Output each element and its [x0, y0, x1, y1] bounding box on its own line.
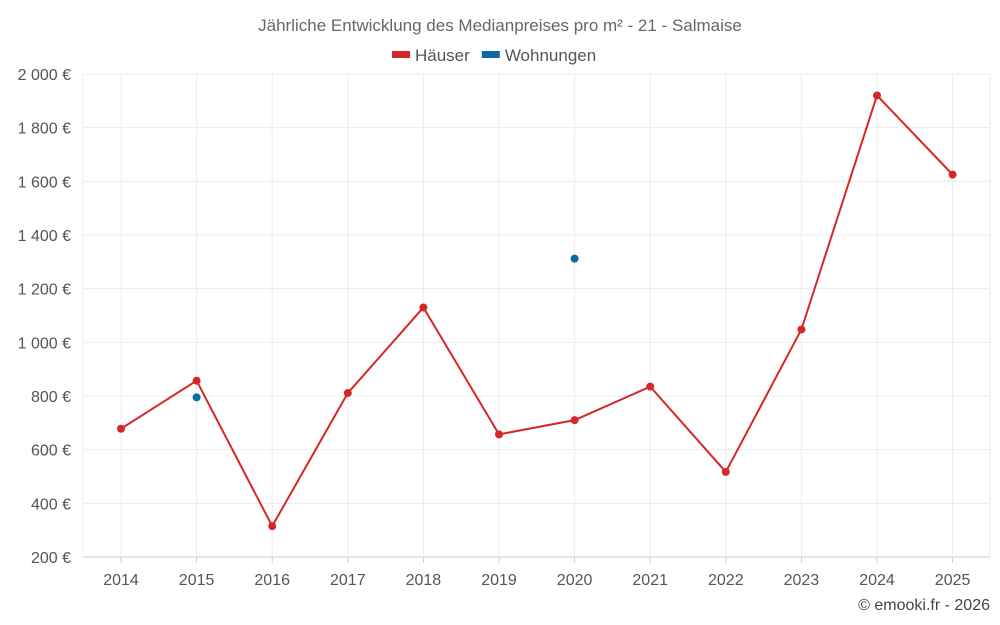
- legend-swatch-0: [392, 51, 410, 58]
- x-tick-label: 2016: [254, 572, 290, 589]
- y-tick-label: 800 €: [31, 389, 71, 406]
- haeuser-point: [495, 430, 503, 439]
- series-line-0: [120, 94, 954, 528]
- wohnungen-point: [570, 254, 579, 263]
- credit-text: © emooki.fr - 2026: [858, 597, 990, 614]
- haeuser-point: [873, 91, 881, 100]
- y-tick-label: 1 600 €: [18, 174, 71, 191]
- y-tick-label: 1 000 €: [18, 335, 71, 352]
- x-tick-label: 2022: [708, 572, 744, 589]
- haeuser-point: [570, 416, 579, 425]
- grid-lines: [82, 73, 991, 558]
- haeuser-point: [192, 376, 201, 385]
- haeuser-point: [268, 522, 277, 531]
- series-layer: [117, 91, 957, 531]
- y-tick-label: 1 800 €: [18, 121, 71, 138]
- legend: Häuser Wohnungen: [392, 46, 596, 65]
- legend-swatch-1: [481, 51, 500, 58]
- haeuser-point: [721, 467, 730, 476]
- haeuser-point: [948, 170, 957, 179]
- legend-label-0: Häuser: [415, 46, 470, 65]
- haeuser-point: [419, 303, 428, 312]
- y-tick-label: 1 200 €: [18, 282, 71, 299]
- x-tick-label: 2025: [935, 572, 971, 589]
- x-tick-label: 2014: [103, 572, 139, 589]
- axes: 200 € 400 € 600 € 800 € 1 000 € 1 200 € 1 400 …: [18, 67, 971, 589]
- x-tick-label: 2015: [179, 572, 215, 589]
- x-tick-label: 2019: [481, 572, 517, 589]
- x-tick-label: 2021: [632, 572, 668, 589]
- y-tick-label: 2 000 €: [18, 67, 71, 84]
- wohnungen-point: [192, 393, 201, 402]
- haeuser-point: [797, 325, 806, 334]
- x-tick-label: 2023: [784, 572, 820, 589]
- haeuser-point: [117, 424, 125, 433]
- haeuser-point: [646, 382, 655, 391]
- y-tick-label: 1 400 €: [18, 228, 71, 245]
- legend-label-1: Wohnungen: [505, 46, 596, 65]
- y-tick-label: 400 €: [31, 496, 71, 513]
- x-tick-label: 2017: [330, 572, 366, 589]
- y-tick-label: 600 €: [31, 443, 71, 460]
- x-tick-label: 2024: [859, 572, 895, 589]
- y-tick-label: 200 €: [31, 550, 71, 567]
- haeuser-point: [343, 389, 352, 398]
- x-tick-label: 2018: [406, 572, 442, 589]
- x-tick-label: 2020: [557, 572, 593, 589]
- chart-title: Jährliche Entwicklung des Medianpreises …: [258, 16, 742, 35]
